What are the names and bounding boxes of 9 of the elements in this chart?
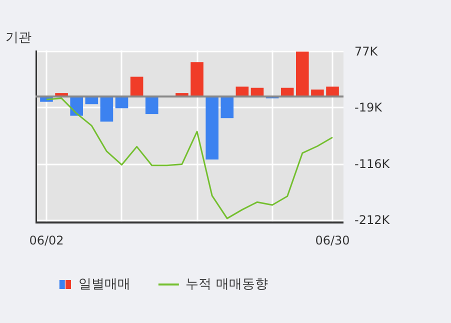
chart-title: 기관: [6, 30, 32, 46]
x-tick-label: 06/02: [29, 234, 64, 248]
y-tick-label: -19K: [354, 100, 384, 115]
y-tick-label: -212K: [354, 213, 391, 228]
legend-label: 일별매매: [78, 277, 131, 292]
x-tick-label: 06/30: [315, 234, 350, 248]
y-tick-label: 77K: [354, 44, 379, 59]
y-tick-label: -116K: [354, 157, 391, 172]
legend-label: 누적 매매동향: [186, 277, 268, 292]
